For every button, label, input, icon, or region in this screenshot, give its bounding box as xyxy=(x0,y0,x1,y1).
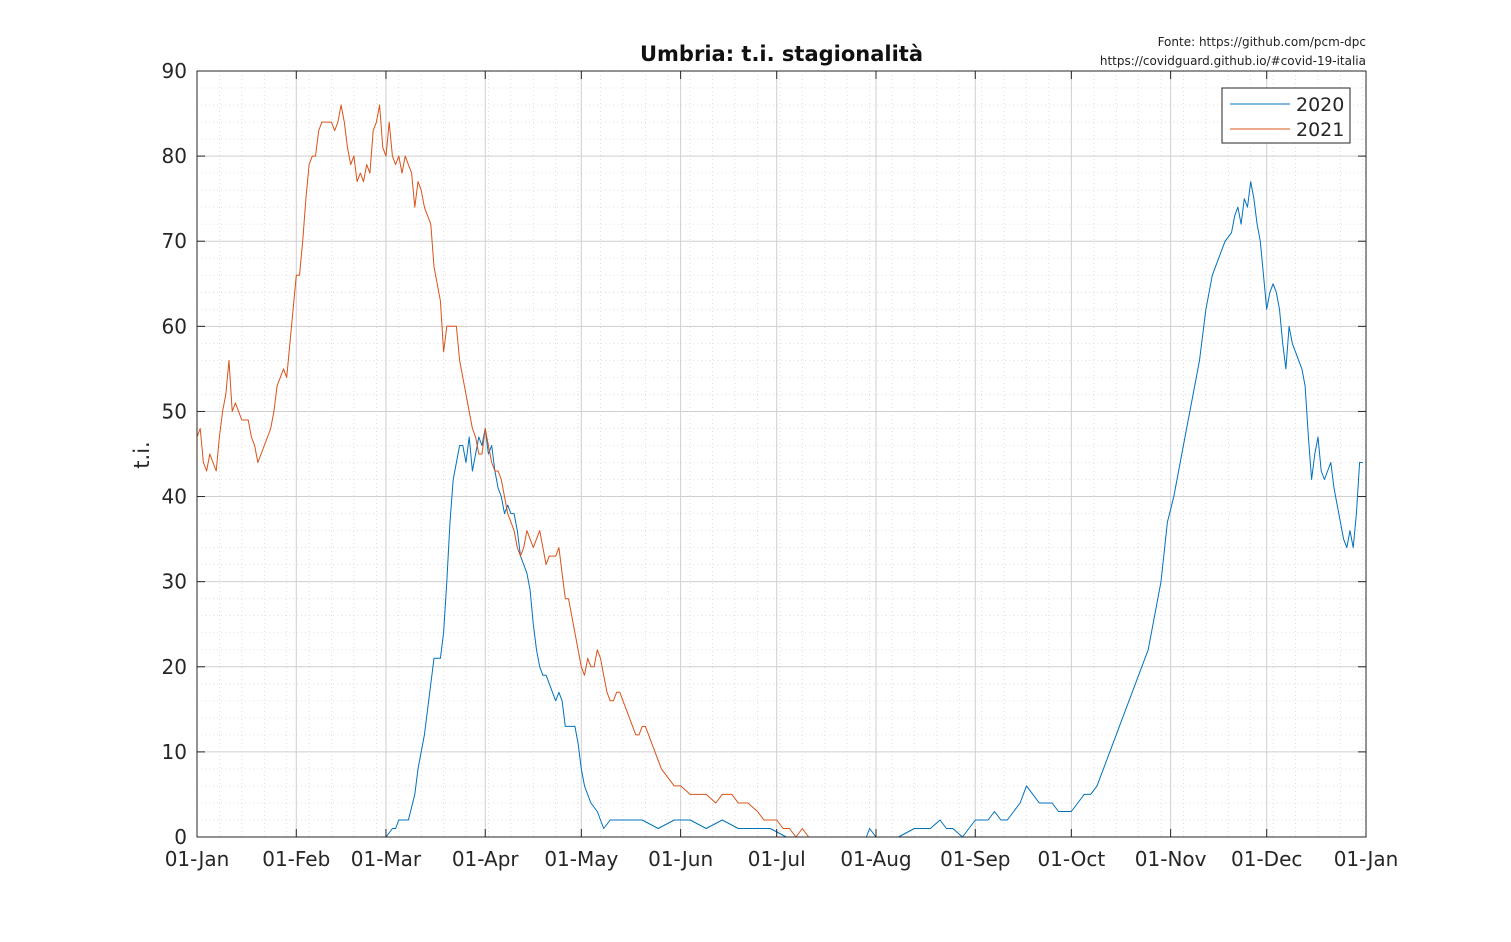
x-tick-label: 01-Nov xyxy=(1135,847,1207,871)
x-tick-label: 01-Feb xyxy=(262,847,330,871)
tick-labels: 0 10 20 30 40 50 60 70 80 90 01-Jan 01-Feb 01-Mar 01-… xyxy=(162,59,1399,871)
y-tick-label: 0 xyxy=(174,825,187,849)
y-tick-label: 30 xyxy=(162,570,187,594)
x-tick-label: 01-Sep xyxy=(940,847,1010,871)
x-tick-label: 01-Oct xyxy=(1037,847,1105,871)
legend-label-2020: 2020 xyxy=(1296,94,1344,116)
x-tick-label: 01-Aug xyxy=(840,847,911,871)
x-tick-label: 01-Mar xyxy=(351,847,422,871)
series-layer xyxy=(196,104,1363,838)
x-tick-label: 01-Jan xyxy=(1334,847,1399,871)
x-tick-label: 01-Jun xyxy=(648,847,713,871)
y-tick-label: 80 xyxy=(162,144,187,168)
chart-title: Umbria: t.i. stagionalità xyxy=(640,42,923,66)
x-tick-label: 01-Apr xyxy=(452,847,520,871)
axes xyxy=(196,70,1367,838)
series-line-2021 xyxy=(196,104,835,838)
y-tick-label: 70 xyxy=(162,229,187,253)
source-line-1: Fonte: https://github.com/pcm-dpc xyxy=(1157,35,1366,49)
minor-grid xyxy=(196,71,1366,837)
major-grid xyxy=(196,70,1367,838)
plot-frame xyxy=(196,70,1367,838)
y-tick-label: 50 xyxy=(162,399,187,423)
legend: 2020 2021 xyxy=(1221,87,1351,144)
y-tick-label: 90 xyxy=(162,59,187,83)
x-tick-label: 01-Dec xyxy=(1231,847,1302,871)
y-tick-label: 40 xyxy=(162,485,187,509)
x-tick-label: 01-Jul xyxy=(748,847,806,871)
y-tick-label: 60 xyxy=(162,314,187,338)
y-tick-label: 20 xyxy=(162,655,187,679)
legend-label-2021: 2021 xyxy=(1296,119,1344,141)
x-tick-label: 01-Jan xyxy=(165,847,230,871)
y-tick-label: 10 xyxy=(162,740,187,764)
series-line-2020 xyxy=(385,181,1363,838)
legend-box xyxy=(1221,87,1351,144)
x-tick-label: 01-May xyxy=(544,847,618,871)
source-line-2: https://covidguard.github.io/#covid-19-i… xyxy=(1099,54,1366,68)
